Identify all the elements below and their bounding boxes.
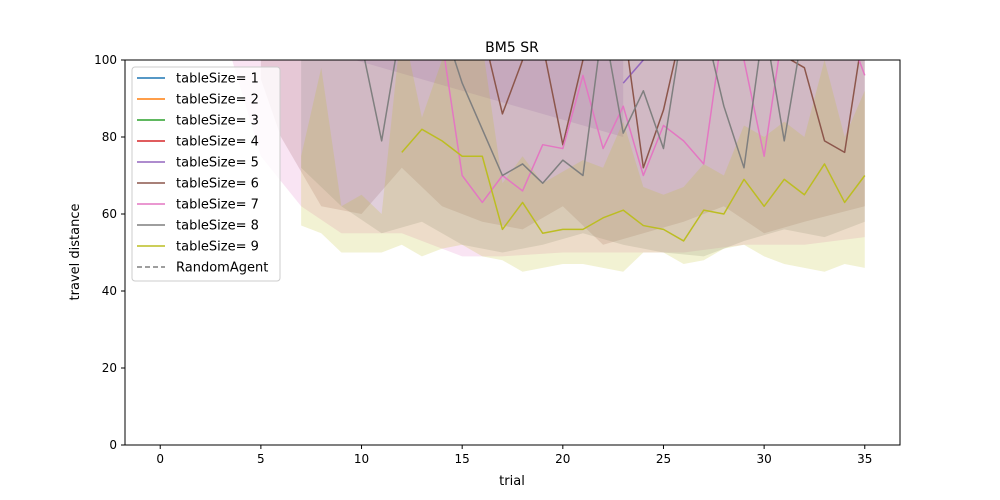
x-tick-label: 5 bbox=[257, 452, 265, 466]
y-tick-label: 60 bbox=[102, 207, 117, 221]
band-tablesize-8 bbox=[301, 60, 865, 257]
legend-box bbox=[131, 66, 281, 282]
legend-label: tableSize= 9 bbox=[176, 240, 259, 255]
legend: tableSize= 1 tableSize= 2 tableSize= 3 tabl… bbox=[131, 66, 281, 282]
y-axis-label: travel distance bbox=[68, 204, 83, 301]
x-axis-label: trial bbox=[499, 474, 525, 489]
series-line-tablesize-7 bbox=[444, 60, 866, 204]
legend-label: tableSize= 6 bbox=[176, 177, 259, 192]
series-line-tablesize-5 bbox=[622, 60, 644, 84]
band-tablesize-7 bbox=[232, 60, 865, 257]
series-line-tablesize-8 bbox=[363, 60, 799, 184]
legend-label: tableSize= 1 bbox=[176, 72, 259, 87]
x-tick-label: 0 bbox=[156, 452, 164, 466]
x-axis-ticks: 0 5 10 15 20 25 30 35 bbox=[156, 445, 872, 466]
y-tick-label: 100 bbox=[94, 53, 117, 67]
x-tick-label: 35 bbox=[857, 452, 872, 466]
legend-label: tableSize= 5 bbox=[176, 156, 259, 171]
legend-label: tableSize= 4 bbox=[176, 135, 259, 150]
x-tick-label: 15 bbox=[455, 452, 470, 466]
legend-label: tableSize= 3 bbox=[176, 114, 259, 129]
y-tick-label: 40 bbox=[102, 284, 117, 298]
band-tablesize-9 bbox=[301, 60, 865, 272]
confidence-bands bbox=[220, 60, 865, 272]
y-tick-label: 20 bbox=[102, 361, 117, 375]
x-tick-label: 10 bbox=[354, 452, 369, 466]
y-tick-label: 0 bbox=[109, 438, 117, 452]
legend-label: tableSize= 2 bbox=[176, 93, 259, 108]
legend-label: tableSize= 8 bbox=[176, 219, 259, 234]
legend-label: tableSize= 7 bbox=[176, 198, 259, 213]
series-line-tablesize-9 bbox=[401, 128, 866, 242]
x-tick-label: 30 bbox=[756, 452, 771, 466]
x-tick-label: 20 bbox=[555, 452, 570, 466]
series-lines bbox=[363, 60, 866, 242]
y-axis-ticks: 0 20 40 60 80 100 bbox=[94, 53, 125, 452]
chart-title: BM5 SR bbox=[485, 40, 539, 56]
plot-frame bbox=[124, 59, 901, 446]
series-line-tablesize-6 bbox=[488, 60, 860, 169]
y-tick-label: 80 bbox=[102, 130, 117, 144]
band-tablesize-6 bbox=[260, 60, 865, 245]
legend-label: RandomAgent bbox=[176, 261, 268, 276]
x-tick-label: 25 bbox=[656, 452, 671, 466]
band-tablesize-5 bbox=[220, 60, 624, 137]
